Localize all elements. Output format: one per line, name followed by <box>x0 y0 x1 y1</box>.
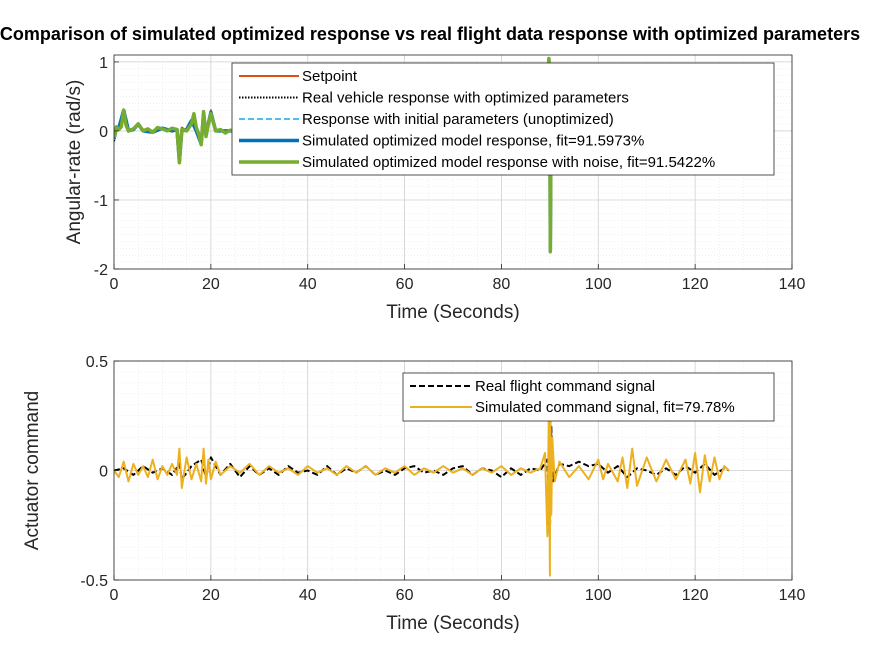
legend-entry: Real vehicle response with optimized par… <box>302 90 629 107</box>
legend-entry: Simulated command signal, fit=79.78% <box>475 399 735 416</box>
x-tick-label: 120 <box>682 276 709 293</box>
x-tick-label: 100 <box>585 276 612 293</box>
x-tick-label: 120 <box>682 587 709 604</box>
x-tick-label: 60 <box>396 587 414 604</box>
legend-entry: Setpoint <box>302 68 358 85</box>
x-tick-label: 140 <box>779 587 806 604</box>
top-chart: 0 20 40 60 80 100 120 140 -2 -1 0 1 Time (Seconds) An… <box>64 54 806 323</box>
x-tick-label: 80 <box>493 276 511 293</box>
x-tick-label: 80 <box>493 587 511 604</box>
x-tick-label: 40 <box>299 276 317 293</box>
y-tick-label: -2 <box>94 262 108 279</box>
legend-entry: Real flight command signal <box>475 378 655 395</box>
y-axis-label: Actuator command <box>22 391 43 550</box>
x-tick-label: 0 <box>110 587 119 604</box>
y-tick-label: -0.5 <box>80 573 108 590</box>
legend-box <box>402 372 775 422</box>
x-tick-label: 0 <box>110 276 119 293</box>
legend-box <box>231 62 775 176</box>
x-tick-label: 140 <box>779 276 806 293</box>
y-axis-label: Angular-rate (rad/s) <box>64 80 85 245</box>
y-tick-label: -1 <box>94 193 108 210</box>
legend-entry: Response with initial parameters (unopti… <box>302 111 614 128</box>
x-tick-label: 100 <box>585 587 612 604</box>
legend: Real flight command signal Simulated comm… <box>402 372 775 422</box>
x-tick-label: 20 <box>202 276 220 293</box>
legend-entry: Simulated optimized model response with … <box>302 154 715 171</box>
y-tick-label: 0 <box>99 124 108 141</box>
x-tick-label: 20 <box>202 587 220 604</box>
y-tick-label: 1 <box>99 55 108 72</box>
legend-entry: Simulated optimized model response, fit=… <box>302 133 644 150</box>
y-tick-label: 0.5 <box>86 354 108 371</box>
x-axis-label: Time (Seconds) <box>386 302 519 323</box>
x-tick-label: 60 <box>396 276 414 293</box>
y-tick-label: 0 <box>99 464 108 481</box>
axes-box <box>113 54 793 270</box>
series-line-2 <box>114 381 730 577</box>
figure-title: Comparison of simulated optimized respon… <box>0 24 860 44</box>
x-tick-label: 40 <box>299 587 317 604</box>
legend: Setpoint Real vehicle response with optim… <box>231 62 775 176</box>
x-axis-label: Time (Seconds) <box>386 613 519 634</box>
